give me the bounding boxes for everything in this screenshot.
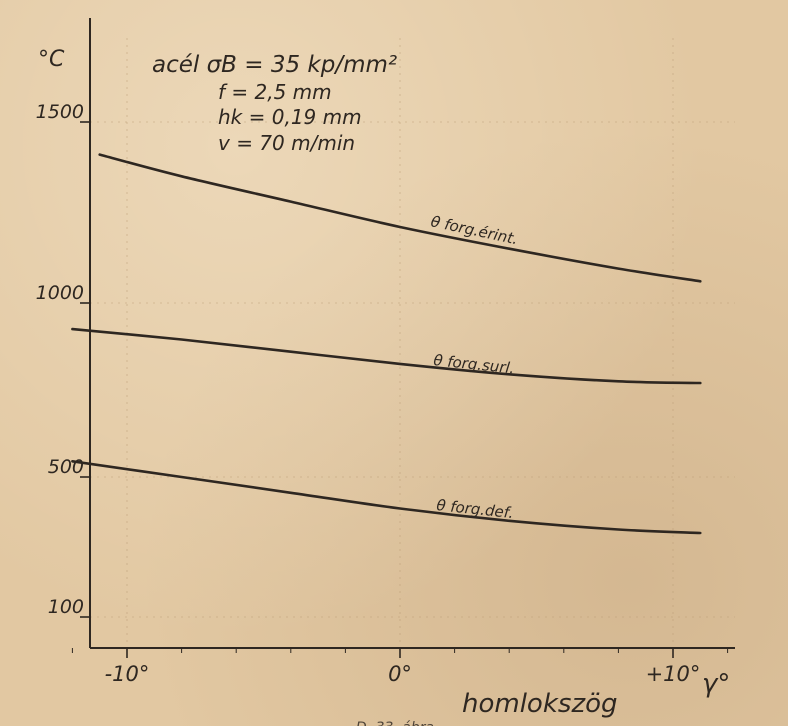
series-label: θ forg.surl. [433,351,516,377]
x-tick-label: -10° [105,662,150,686]
labels: °C homlokszög γ° D. 33. ábra acél σB = 35 kp… [38,47,730,726]
x-tick-label: +10° [646,662,701,686]
annotation-line: f = 2,5 mm [218,80,332,104]
y-axis-unit: °C [38,47,65,72]
y-tick-label: 100 [48,596,84,618]
series [71,153,702,535]
annotation-line: hk = 0,19 mm [218,105,362,129]
y-tick-label: 500 [48,456,84,478]
y-tick-label: 1000 [36,282,84,304]
x-axis-title: homlokszög [462,689,618,719]
x-axis-symbol: γ° [702,669,730,699]
axes: 100 500 1000 1500 -10° 0° +10° [36,18,735,686]
grid [90,38,735,648]
y-tick-label: 1500 [36,101,84,123]
series-line [98,153,702,283]
annotation-line: acél σB = 35 kp/mm² [152,52,397,78]
series-line [71,327,702,385]
annotation-line: v = 70 m/min [218,131,355,155]
figure-caption: D. 33. ábra [356,720,434,726]
series-line [71,460,702,535]
x-tick-label: 0° [388,662,412,686]
